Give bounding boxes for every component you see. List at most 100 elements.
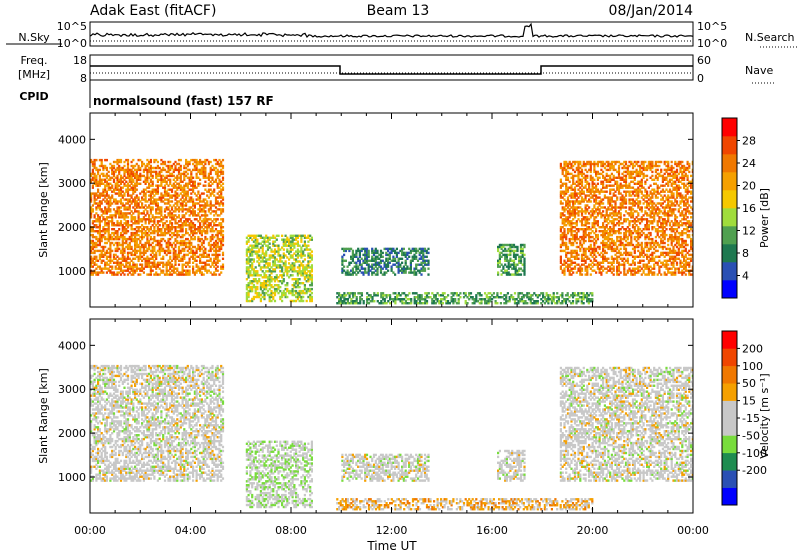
data-cell <box>598 190 601 193</box>
data-cell <box>350 269 353 272</box>
data-cell <box>582 160 585 164</box>
data-cell <box>584 204 587 207</box>
data-cell <box>598 263 601 266</box>
data-cell <box>561 235 564 239</box>
data-cell <box>588 265 591 268</box>
data-cell <box>570 220 573 223</box>
data-cell <box>181 259 184 262</box>
data-cell <box>247 284 250 287</box>
data-cell <box>353 300 356 303</box>
data-cell <box>293 252 296 255</box>
data-cell <box>220 194 223 197</box>
data-cell <box>146 162 149 166</box>
data-cell <box>293 264 296 267</box>
data-cell <box>126 243 130 247</box>
data-cell <box>98 208 101 211</box>
data-cell <box>132 158 135 162</box>
data-cell <box>176 162 179 166</box>
data-cell <box>130 245 133 249</box>
data-cell <box>561 292 564 295</box>
data-cell <box>179 188 182 191</box>
data-cell <box>144 166 147 170</box>
data-cell <box>586 300 589 303</box>
data-cell <box>176 202 179 205</box>
data-cell <box>211 228 214 231</box>
data-cell <box>114 257 117 260</box>
data-cell <box>579 206 582 209</box>
data-cell <box>125 168 128 172</box>
data-cell <box>586 162 589 166</box>
data-cell <box>139 257 142 260</box>
data-cell <box>102 245 105 249</box>
data-cell <box>146 255 149 258</box>
data-cell <box>181 233 184 237</box>
data-cell <box>565 241 568 245</box>
data-cell <box>284 234 287 237</box>
data-cell <box>582 241 585 245</box>
data-cell <box>345 294 348 297</box>
data-cell <box>146 259 149 262</box>
data-cell <box>162 255 165 258</box>
data-cell <box>123 259 126 262</box>
data-cell <box>144 200 147 203</box>
data-cell <box>192 233 195 237</box>
data-cell <box>163 194 167 197</box>
data-cell <box>364 269 367 272</box>
data-cell <box>204 188 207 191</box>
data-cell <box>379 259 383 262</box>
data-cell <box>270 280 273 283</box>
data-cell <box>144 243 147 247</box>
data-cell <box>577 206 580 209</box>
data-cell <box>185 160 188 164</box>
data-cell <box>123 273 126 276</box>
data-cell <box>273 236 277 239</box>
data-cell <box>114 202 117 205</box>
data-cell <box>183 253 186 257</box>
data-cell <box>254 234 257 237</box>
data-cell <box>559 200 562 203</box>
data-cell <box>139 241 142 245</box>
data-cell <box>596 188 599 191</box>
data-cell <box>498 245 501 249</box>
data-cell <box>524 300 527 303</box>
data-cell <box>137 212 140 215</box>
data-cell <box>192 261 195 264</box>
data-cell <box>540 292 543 295</box>
data-cell <box>186 253 189 257</box>
data-cell <box>95 194 98 197</box>
data-cell <box>291 254 294 257</box>
data-cell <box>307 256 310 259</box>
data-cell <box>142 192 145 195</box>
data-cell <box>376 251 379 255</box>
data-cell <box>389 294 392 297</box>
data-cell <box>247 272 250 275</box>
data-cell <box>572 194 575 197</box>
data-cell <box>343 265 346 268</box>
data-cell <box>95 212 98 215</box>
data-cell <box>509 243 512 247</box>
data-cell <box>185 269 188 272</box>
data-cell <box>251 289 254 293</box>
data-cell <box>272 285 275 289</box>
data-cell <box>167 224 170 227</box>
data-cell <box>169 243 172 247</box>
data-cell <box>134 271 137 274</box>
data-cell <box>153 265 156 268</box>
data-cell <box>90 160 93 164</box>
data-cell <box>565 224 568 227</box>
data-cell <box>464 300 467 303</box>
data-cell <box>589 259 592 262</box>
data-cell <box>211 230 214 233</box>
data-cell <box>170 224 174 227</box>
data-cell <box>600 180 603 183</box>
data-cell <box>281 276 284 279</box>
data-cell <box>341 263 344 266</box>
data-cell <box>270 289 273 293</box>
data-cell <box>149 210 152 213</box>
data-cell <box>183 239 186 243</box>
data-cell <box>195 228 198 231</box>
data-cell <box>97 170 100 174</box>
data-cell <box>130 259 133 262</box>
data-cell <box>399 263 402 266</box>
data-cell <box>218 237 221 241</box>
